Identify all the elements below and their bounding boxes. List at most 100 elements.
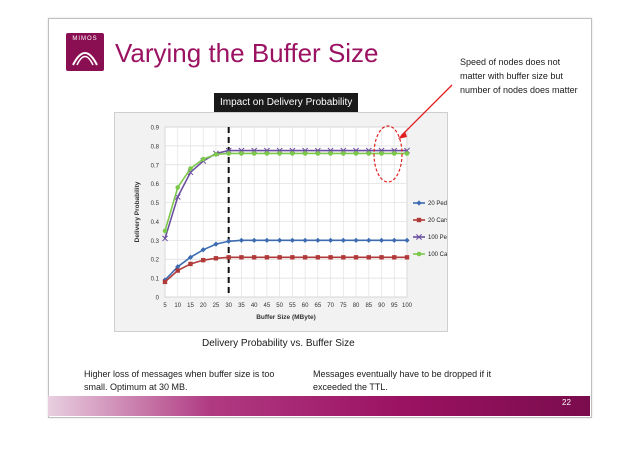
- y-tick-label: 0.7: [151, 163, 160, 169]
- x-tick-label: 25: [213, 303, 220, 309]
- chart-panel: 0 0.1 0.2 0.3 0.4 0.5 0.6 0.7 0.8 0.9 5 10 15 20 25 30 3…: [114, 112, 448, 332]
- x-tick-label: 100: [402, 303, 413, 309]
- series-0-point: [175, 264, 181, 270]
- y-tick-label: 0.6: [151, 182, 160, 188]
- series-3-point: [379, 151, 384, 156]
- series-3-point: [277, 151, 282, 156]
- y-tick-label: 0.4: [151, 220, 160, 226]
- series-1-point: [302, 255, 308, 260]
- series-1-point: [328, 255, 333, 260]
- x-tick-label: 35: [238, 303, 245, 309]
- series-1-point: [188, 261, 193, 267]
- x-tick-label: 5: [163, 303, 167, 309]
- series-3-point: [290, 151, 295, 156]
- series-0-point: [391, 237, 397, 243]
- series-0-point: [315, 237, 321, 243]
- series-0-point: [277, 237, 283, 243]
- series-1-point: [201, 257, 206, 263]
- series-3-point: [251, 151, 257, 156]
- series-0-point: [251, 237, 257, 243]
- x-tick-label: 40: [251, 303, 258, 309]
- x-tick-label: 85: [365, 303, 372, 309]
- series-0-point: [238, 237, 245, 243]
- series-1-point: [175, 268, 180, 273]
- slide-title: Varying the Buffer Size: [115, 38, 379, 68]
- x-tick-label: 70: [327, 303, 334, 309]
- mimos-logo: MIMOS: [66, 33, 104, 71]
- note-left: Higher loss of messages when buffer size…: [84, 369, 275, 392]
- series-1-point: [315, 255, 321, 260]
- series-3-point: [404, 151, 410, 156]
- note-right: Speed of nodes does not matter with buff…: [460, 57, 578, 95]
- y-tick-label: 0.5: [151, 201, 160, 207]
- series-1-point: [213, 256, 219, 261]
- series-3-point: [302, 151, 308, 156]
- series-0-point: [226, 238, 232, 244]
- legend-marker-3: [416, 251, 422, 257]
- series-1-point: [392, 255, 397, 260]
- x-tick-label: 30: [225, 303, 232, 309]
- series-0-point: [340, 237, 346, 243]
- x-tick-label: 80: [353, 303, 360, 309]
- x-tick-label: 55: [289, 303, 296, 309]
- series-3-point: [188, 166, 193, 171]
- series-1-point: [404, 255, 410, 260]
- y-axis-title: Delivery Probability: [134, 181, 141, 242]
- x-axis-title: Buffer Size (MByte): [256, 314, 316, 321]
- series-0-point: [213, 241, 219, 247]
- x-tick-label: 20: [200, 303, 207, 309]
- series-3-point: [315, 151, 321, 156]
- series-3-point: [200, 156, 206, 162]
- y-tick-label: 0: [156, 296, 160, 302]
- legend-label: 100 Cars: [428, 252, 447, 258]
- series-3-point: [239, 151, 244, 156]
- series-3-point: [353, 151, 359, 156]
- series-1-point: [341, 255, 346, 260]
- x-tick-label: 50: [276, 303, 283, 309]
- x-tick-label: 65: [314, 303, 321, 309]
- series-1-point: [290, 255, 295, 260]
- impact-callout: Impact on Delivery Probability: [214, 93, 359, 112]
- x-tick-label: 15: [187, 303, 194, 309]
- series-3-point: [213, 152, 219, 157]
- series-1-point: [239, 255, 244, 260]
- logo-text: MIMOS: [72, 36, 98, 42]
- series-3-point: [226, 151, 231, 156]
- series-2-point: [187, 169, 194, 176]
- legend-label: 100 Pedestrians: [428, 235, 447, 241]
- series-2-point: [162, 235, 168, 242]
- y-tick-label: 0.9: [151, 126, 160, 132]
- series-1-point: [251, 255, 257, 260]
- x-tick-label: 95: [391, 303, 398, 309]
- series-2-point: [174, 193, 181, 200]
- x-tick-label: 60: [302, 303, 309, 309]
- series-1-point: [226, 255, 231, 260]
- logo-arch-icon: [72, 52, 98, 66]
- series-0-point: [378, 237, 385, 243]
- series-1-point: [162, 279, 168, 285]
- legend-marker-1: [416, 217, 422, 223]
- series-3-point: [264, 151, 270, 156]
- series-1-point: [353, 255, 359, 260]
- series-3-point: [162, 228, 168, 234]
- y-tick-label: 0.2: [151, 258, 160, 264]
- legend-label: 20 Cars: [428, 218, 447, 224]
- series-3-point: [391, 151, 397, 156]
- y-tick-label: 0.1: [151, 277, 160, 283]
- series-3-point: [366, 151, 372, 156]
- x-tick-label: 45: [264, 303, 271, 309]
- chart-caption: Delivery Probability vs. Buffer Size: [202, 338, 355, 349]
- series-0-point: [289, 237, 295, 243]
- series-3-point: [341, 151, 346, 156]
- series-1-point: [366, 255, 371, 260]
- legend-marker-2: [416, 234, 422, 240]
- footer-bar: [48, 396, 590, 416]
- series-3-point: [328, 151, 333, 156]
- y-tick-label: 0.8: [151, 144, 160, 150]
- x-tick-label: 90: [378, 303, 385, 309]
- legend-label: 20 Pedestrians: [428, 201, 447, 207]
- series-3-point: [175, 185, 181, 190]
- y-tick-label: 0.3: [151, 239, 160, 245]
- legend-marker-0: [416, 200, 422, 206]
- plot-area: [164, 126, 408, 298]
